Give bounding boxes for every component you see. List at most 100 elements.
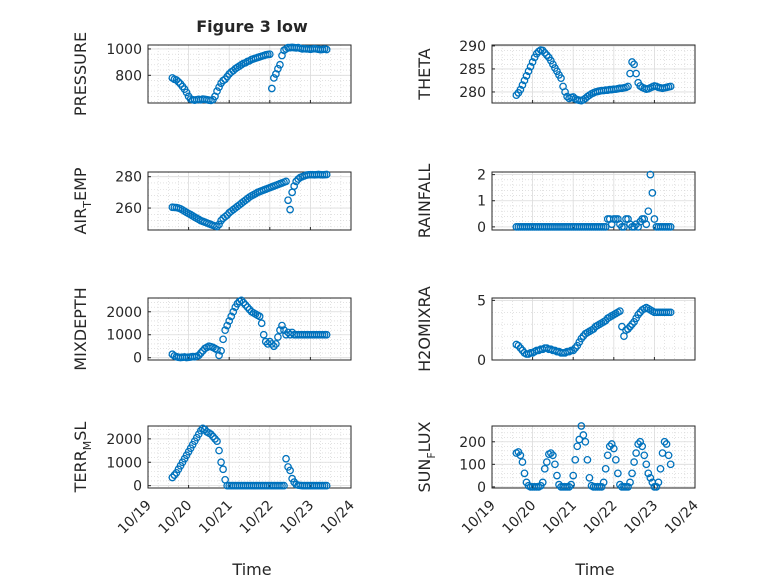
data-point [217, 458, 225, 467]
axes-box [147, 297, 352, 361]
data-point [213, 437, 221, 446]
data-point [650, 215, 659, 223]
data-point [290, 182, 299, 190]
axes-box [147, 171, 352, 231]
y-tick-label: 5 [477, 293, 486, 309]
data-point [601, 223, 610, 231]
data-point [259, 330, 268, 339]
data-point [172, 76, 181, 84]
data-point [624, 483, 632, 491]
data-point [609, 444, 618, 453]
y-axis-label: TERRMSL [71, 422, 94, 494]
data-point [194, 351, 203, 360]
data-point [553, 471, 561, 480]
data-point [660, 437, 669, 446]
data-point [547, 56, 555, 65]
y-axis-label: H2OMIXRA [415, 286, 434, 372]
series-markers [512, 303, 675, 358]
data-point [217, 216, 225, 225]
y-tick-label: 0 [133, 479, 142, 495]
data-point [243, 303, 252, 312]
data-point [270, 342, 278, 351]
x-axis-label-right: Time [574, 560, 614, 579]
data-point [170, 471, 179, 479]
data-point [524, 67, 533, 76]
figure-title: Figure 3 low [196, 17, 308, 36]
data-point [257, 319, 266, 328]
data-point [286, 466, 294, 475]
data-point [322, 481, 331, 490]
data-point [284, 196, 292, 205]
data-point [577, 422, 586, 430]
data-point [174, 78, 183, 86]
data-point [538, 46, 547, 55]
data-point [644, 207, 653, 216]
data-point [646, 170, 655, 179]
data-point [666, 460, 675, 469]
subplot-air_temp: 260 280 AIRTEMP [71, 167, 352, 235]
y-tick-label: 2 [477, 168, 486, 184]
y-tick-label: 290 [459, 39, 486, 55]
data-point [239, 298, 248, 307]
data-point [540, 464, 549, 473]
data-point [292, 177, 301, 186]
data-point [518, 81, 527, 89]
data-point [282, 177, 290, 186]
y-tick-label: 260 [115, 201, 142, 217]
data-point [286, 205, 294, 214]
data-point [520, 76, 529, 85]
data-point [616, 307, 624, 315]
y-axis-label: AIRTEMP [71, 167, 94, 234]
data-point [516, 451, 525, 460]
y-tick-label: 0 [133, 351, 142, 367]
data-point [605, 442, 614, 451]
data-point [579, 431, 588, 439]
data-point [538, 478, 547, 487]
data-point [215, 446, 223, 455]
data-point [666, 223, 675, 231]
data-point [634, 440, 643, 448]
series-markers [168, 296, 331, 362]
y-tick-label: 1000 [106, 42, 142, 58]
data-point [196, 349, 205, 357]
axes-box [491, 44, 696, 104]
data-point [573, 442, 582, 451]
data-point [526, 62, 535, 71]
series-markers [168, 170, 331, 231]
data-point [632, 69, 640, 78]
x-axis-label-left: Time [231, 560, 271, 579]
data-point [215, 220, 223, 229]
y-tick-label: 280 [459, 85, 486, 101]
data-point [607, 440, 616, 448]
data-point [225, 317, 234, 325]
data-point [528, 58, 537, 66]
data-point [255, 312, 264, 321]
series-markers [512, 422, 675, 491]
data-point [656, 464, 665, 473]
y-tick-label: 0 [477, 353, 486, 369]
data-point [583, 455, 592, 464]
data-point [646, 474, 655, 482]
data-point [624, 82, 632, 91]
series-markers [168, 43, 331, 105]
data-point [272, 340, 280, 348]
y-tick-label: 2000 [106, 305, 142, 321]
data-point [213, 222, 221, 231]
data-point [270, 74, 278, 82]
data-point [530, 53, 539, 62]
data-point [626, 478, 634, 487]
data-point [666, 308, 675, 317]
data-point [569, 471, 578, 480]
data-point [581, 437, 590, 446]
data-point [601, 464, 610, 473]
subplot-h2omixra: 0 5 H2OMIXRA [415, 286, 696, 372]
data-point [282, 454, 290, 463]
data-point [664, 451, 673, 460]
y-axis-label: SUNFLUX [415, 421, 438, 492]
data-point [518, 458, 527, 466]
y-tick-label: 1 [477, 194, 486, 210]
data-point [628, 58, 636, 66]
y-axis-label: THETA [415, 48, 434, 100]
data-point [644, 469, 653, 478]
